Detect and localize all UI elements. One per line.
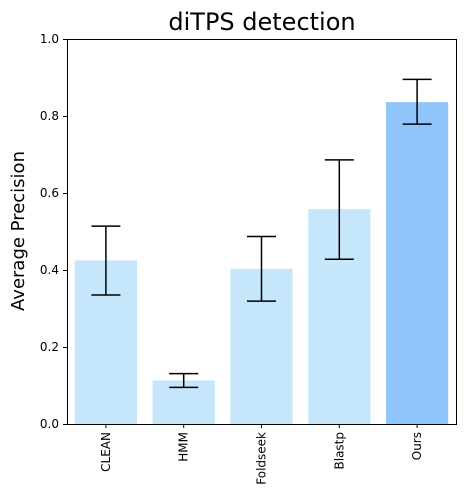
y-axis: 0.0 0.2 0.4 0.6 0.8 1.0 xyxy=(40,32,67,431)
error-bar-ours xyxy=(402,78,432,125)
bar-ours xyxy=(385,102,449,424)
x-tick-label-foldseek: Foldseek xyxy=(255,432,269,485)
error-bar-foldseek xyxy=(247,235,276,302)
error-bar-hmm xyxy=(169,372,199,389)
plot-frame xyxy=(67,39,457,425)
y-tick-label: 1.0 xyxy=(40,32,59,46)
y-tick-label: 0.0 xyxy=(40,417,59,431)
error-bars-layer xyxy=(91,78,432,389)
y-tick-label: 0.2 xyxy=(40,340,59,354)
x-tick-label-ours: Ours xyxy=(410,432,424,460)
x-axis: CLEAN HMM Foldseek Blastp Ours xyxy=(99,424,424,485)
error-bar-clean xyxy=(91,225,121,296)
y-tick-label: 0.6 xyxy=(40,186,59,200)
y-axis-label: Average Precision xyxy=(8,151,29,311)
error-bar-blastp xyxy=(324,159,354,260)
chart-title: diTPS detection xyxy=(168,8,355,36)
y-tick-label: 0.8 xyxy=(40,109,59,123)
x-tick-label-hmm: HMM xyxy=(177,432,191,462)
y-tick-label: 0.4 xyxy=(40,263,59,277)
x-tick-label-blastp: Blastp xyxy=(332,432,346,470)
x-tick-label-clean: CLEAN xyxy=(99,432,113,472)
